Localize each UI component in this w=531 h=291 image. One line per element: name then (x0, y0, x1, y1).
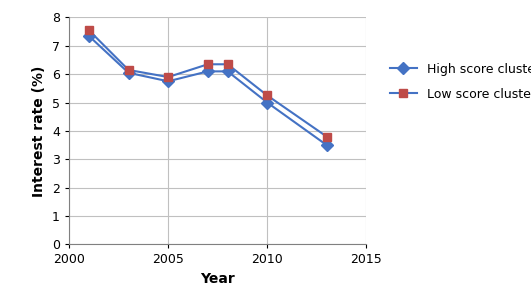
High score cluster (85, 34, 92, 38)
Line: Low score cluster: Low score cluster (84, 26, 331, 141)
Low score cluster (204, 63, 211, 66)
Legend: High score cluster, Low score cluster: High score cluster, Low score cluster (384, 58, 531, 106)
Y-axis label: Interest rate (%): Interest rate (%) (32, 65, 46, 197)
X-axis label: Year: Year (200, 272, 235, 286)
Line: High score cluster: High score cluster (84, 32, 331, 149)
High score cluster (204, 70, 211, 73)
Low score cluster (225, 63, 231, 66)
High score cluster (125, 71, 132, 74)
High score cluster (323, 143, 330, 147)
Low score cluster (125, 68, 132, 72)
Low score cluster (85, 29, 92, 32)
Low score cluster (165, 75, 172, 79)
High score cluster (225, 70, 231, 73)
Low score cluster (264, 94, 270, 97)
Low score cluster (323, 135, 330, 139)
High score cluster (165, 79, 172, 83)
High score cluster (264, 101, 270, 104)
